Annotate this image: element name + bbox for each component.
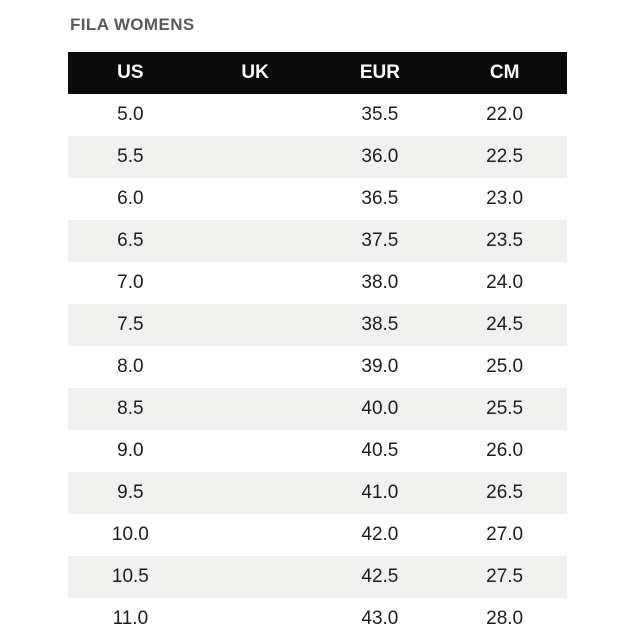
cell-cm: 23.0	[486, 188, 524, 209]
cell-eur: 38.5	[361, 314, 399, 335]
header-row: US UK EUR CM	[68, 52, 567, 94]
cell-eur: 36.5	[361, 188, 399, 209]
size-table-body: 5.0 35.5 22.0 5.5 36.0 22.5 6.0 36.5 23.…	[68, 94, 567, 640]
table-row: 6.0 36.5 23.0	[68, 178, 567, 220]
cell-us: 10.0	[111, 524, 149, 545]
cell-eur: 35.5	[361, 104, 399, 125]
cell-cm: 26.0	[486, 440, 524, 461]
cell-cm: 28.0	[486, 608, 524, 629]
table-row: 6.5 37.5 23.5	[68, 220, 567, 262]
cell-cm: 24.0	[486, 272, 524, 293]
cell-uk	[193, 94, 318, 136]
cell-uk	[193, 598, 318, 640]
cell-eur: 40.5	[361, 440, 399, 461]
cell-uk	[193, 556, 318, 598]
table-row: 10.5 42.5 27.5	[68, 556, 567, 598]
cell-cm: 22.5	[486, 146, 524, 167]
cell-uk	[193, 220, 318, 262]
table-row: 11.0 43.0 28.0	[68, 598, 567, 640]
cell-eur: 40.0	[361, 398, 399, 419]
cell-uk	[193, 430, 318, 472]
cell-cm: 27.5	[486, 566, 524, 587]
cell-eur: 39.0	[361, 356, 399, 377]
cell-uk	[193, 136, 318, 178]
cell-uk	[193, 388, 318, 430]
cell-uk	[193, 304, 318, 346]
cell-eur: 43.0	[361, 608, 399, 629]
cell-eur: 42.5	[361, 566, 399, 587]
cell-uk	[193, 262, 318, 304]
cell-cm: 23.5	[486, 230, 524, 251]
cell-cm: 22.0	[486, 104, 524, 125]
cell-cm: 25.0	[486, 356, 524, 377]
cell-us: 5.5	[117, 146, 144, 167]
cell-eur: 41.0	[361, 482, 399, 503]
cell-us: 11.0	[112, 608, 149, 629]
cell-us: 7.0	[117, 272, 144, 293]
cell-uk	[193, 346, 318, 388]
table-row: 9.5 41.0 26.5	[68, 472, 567, 514]
table-row: 5.0 35.5 22.0	[68, 94, 567, 136]
cell-cm: 27.0	[486, 524, 524, 545]
cell-uk	[193, 472, 318, 514]
cell-eur: 38.0	[361, 272, 399, 293]
cell-us: 9.0	[117, 440, 144, 461]
cell-uk	[193, 178, 318, 220]
cell-us: 5.0	[117, 104, 144, 125]
size-table: US UK EUR CM 5.0 35.5 22.0 5.5 36.0 22.5…	[68, 52, 567, 640]
table-row: 5.5 36.0 22.5	[68, 136, 567, 178]
table-row: 7.0 38.0 24.0	[68, 262, 567, 304]
table-row: 7.5 38.5 24.5	[68, 304, 567, 346]
page-title: FILA WOMENS	[70, 15, 195, 34]
cell-eur: 42.0	[361, 524, 399, 545]
cell-us: 6.5	[117, 230, 144, 251]
cell-us: 8.0	[117, 356, 144, 377]
cell-uk	[193, 514, 318, 556]
table-row: 10.0 42.0 27.0	[68, 514, 567, 556]
cell-cm: 25.5	[486, 398, 524, 419]
cell-us: 7.5	[117, 314, 144, 335]
column-header-uk: UK	[192, 52, 318, 94]
cell-us: 9.5	[117, 482, 144, 503]
table-row: 9.0 40.5 26.0	[68, 430, 567, 472]
cell-us: 8.5	[117, 398, 144, 419]
column-header-eur: EUR	[317, 52, 443, 94]
table-row: 8.5 40.0 25.5	[68, 388, 567, 430]
cell-us: 6.0	[117, 188, 144, 209]
column-header-cm: CM	[442, 52, 567, 94]
cell-us: 10.5	[111, 566, 149, 587]
cell-cm: 24.5	[486, 314, 524, 335]
column-header-us: US	[68, 52, 193, 94]
table-row: 8.0 39.0 25.0	[68, 346, 567, 388]
size-table-header: US UK EUR CM	[68, 52, 567, 94]
cell-cm: 26.5	[486, 482, 524, 503]
cell-eur: 36.0	[361, 146, 399, 167]
cell-eur: 37.5	[361, 230, 399, 251]
